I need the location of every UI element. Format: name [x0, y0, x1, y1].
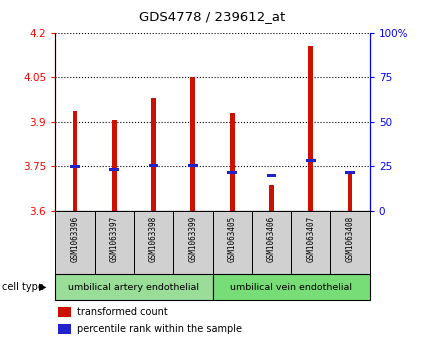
Bar — [212, 211, 252, 274]
Bar — [331, 211, 370, 274]
Bar — [252, 211, 291, 274]
Text: percentile rank within the sample: percentile rank within the sample — [77, 324, 242, 334]
Bar — [151, 98, 156, 211]
Text: GDS4778 / 239612_at: GDS4778 / 239612_at — [139, 10, 286, 23]
Bar — [309, 46, 313, 211]
Bar — [134, 211, 173, 274]
Bar — [269, 185, 274, 211]
Bar — [70, 166, 80, 168]
Bar — [73, 111, 77, 211]
Bar — [227, 171, 237, 174]
Text: GSM1063396: GSM1063396 — [71, 216, 79, 262]
Text: GSM1063398: GSM1063398 — [149, 216, 158, 262]
Text: ▶: ▶ — [39, 282, 46, 292]
Bar — [230, 113, 235, 211]
Text: GSM1063406: GSM1063406 — [267, 216, 276, 262]
Bar — [173, 211, 212, 274]
Text: umbilical artery endothelial: umbilical artery endothelial — [68, 283, 199, 291]
Text: transformed count: transformed count — [77, 307, 168, 317]
Bar — [149, 164, 159, 167]
Text: GSM1063397: GSM1063397 — [110, 216, 119, 262]
Bar — [55, 211, 94, 274]
Bar — [109, 168, 119, 171]
Bar — [345, 171, 355, 174]
Text: GSM1063399: GSM1063399 — [188, 216, 197, 262]
Bar — [348, 171, 352, 211]
Bar — [55, 274, 212, 300]
Text: GSM1063405: GSM1063405 — [228, 216, 237, 262]
Bar — [190, 77, 195, 211]
Bar — [94, 211, 134, 274]
Text: cell type: cell type — [2, 282, 44, 292]
Bar — [58, 307, 71, 317]
Bar — [212, 274, 370, 300]
Bar — [188, 164, 198, 167]
Text: GSM1063408: GSM1063408 — [346, 216, 354, 262]
Bar — [266, 174, 276, 177]
Bar — [306, 159, 316, 162]
Bar — [291, 211, 331, 274]
Bar — [58, 324, 71, 334]
Bar — [112, 120, 116, 211]
Text: GSM1063407: GSM1063407 — [306, 216, 315, 262]
Text: umbilical vein endothelial: umbilical vein endothelial — [230, 283, 352, 291]
